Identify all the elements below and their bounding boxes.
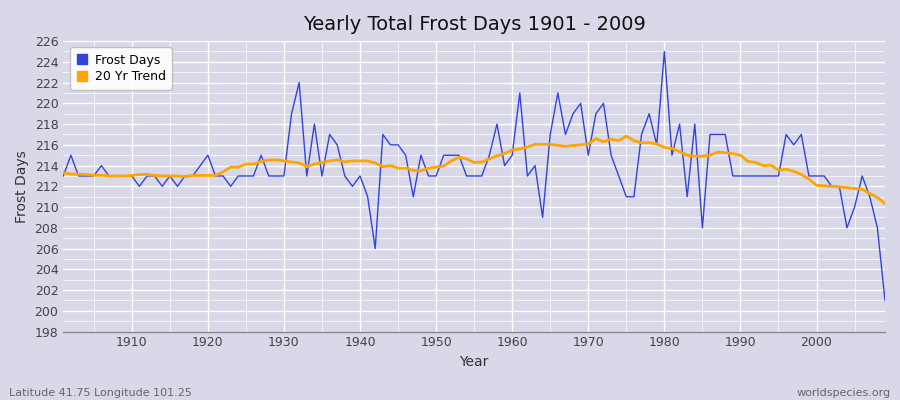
Text: worldspecies.org: worldspecies.org bbox=[796, 388, 891, 398]
Title: Yearly Total Frost Days 1901 - 2009: Yearly Total Frost Days 1901 - 2009 bbox=[302, 15, 645, 34]
X-axis label: Year: Year bbox=[460, 355, 489, 369]
Legend: Frost Days, 20 Yr Trend: Frost Days, 20 Yr Trend bbox=[69, 47, 172, 90]
Text: Latitude 41.75 Longitude 101.25: Latitude 41.75 Longitude 101.25 bbox=[9, 388, 192, 398]
Y-axis label: Frost Days: Frost Days bbox=[15, 150, 29, 223]
